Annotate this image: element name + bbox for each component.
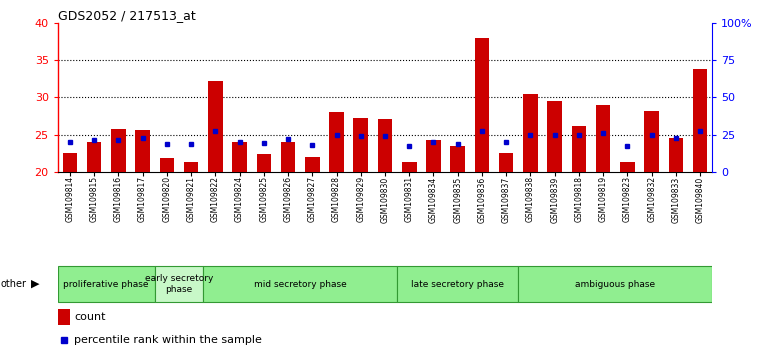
Text: GSM109833: GSM109833 [671, 176, 681, 223]
Text: GSM109837: GSM109837 [502, 176, 511, 223]
Text: GSM109839: GSM109839 [551, 176, 559, 223]
Bar [330, 112, 343, 172]
Bar [58, 266, 155, 302]
Bar [427, 141, 440, 172]
Text: GSM109816: GSM109816 [114, 176, 123, 222]
Text: GSM109821: GSM109821 [186, 176, 196, 222]
Bar [87, 142, 102, 172]
Bar [305, 157, 320, 172]
Text: GSM109824: GSM109824 [235, 176, 244, 222]
Text: GSM109823: GSM109823 [623, 176, 632, 222]
Text: percentile rank within the sample: percentile rank within the sample [74, 335, 262, 346]
Text: GSM109835: GSM109835 [454, 176, 462, 223]
Bar [203, 266, 397, 302]
Bar [668, 138, 683, 172]
Bar [111, 129, 126, 172]
Bar [523, 93, 537, 172]
Bar [378, 119, 392, 172]
Bar [62, 153, 77, 172]
Bar [547, 101, 562, 172]
Text: GSM109832: GSM109832 [647, 176, 656, 222]
Bar [499, 153, 514, 172]
Bar [571, 126, 586, 172]
Text: GSM109836: GSM109836 [477, 176, 487, 223]
Text: GSM109829: GSM109829 [357, 176, 365, 222]
Bar [281, 142, 296, 172]
Text: GSM109818: GSM109818 [574, 176, 584, 222]
Text: count: count [74, 312, 105, 322]
Text: ▶: ▶ [31, 279, 39, 289]
Text: GSM109830: GSM109830 [380, 176, 390, 223]
Text: other: other [1, 279, 27, 289]
Bar [159, 158, 174, 172]
Text: GSM109814: GSM109814 [65, 176, 75, 222]
Bar [402, 162, 417, 172]
Text: GDS2052 / 217513_at: GDS2052 / 217513_at [58, 9, 196, 22]
Bar [233, 142, 247, 172]
Bar [256, 154, 271, 172]
Text: GSM109826: GSM109826 [283, 176, 293, 222]
Text: GSM109831: GSM109831 [405, 176, 413, 222]
Text: GSM109822: GSM109822 [211, 176, 219, 222]
Bar [155, 266, 203, 302]
Bar [208, 81, 223, 172]
Text: GSM109817: GSM109817 [138, 176, 147, 222]
Bar [184, 162, 199, 172]
Text: GSM109825: GSM109825 [259, 176, 268, 222]
Text: GSM109820: GSM109820 [162, 176, 172, 222]
Bar [596, 105, 611, 172]
Text: GSM109819: GSM109819 [598, 176, 608, 222]
Text: early secretory
phase: early secretory phase [145, 274, 213, 294]
Bar [450, 146, 465, 172]
Text: ambiguous phase: ambiguous phase [575, 280, 655, 289]
Bar [474, 38, 489, 172]
Text: GSM109828: GSM109828 [332, 176, 341, 222]
Text: mid secretory phase: mid secretory phase [254, 280, 346, 289]
Text: GSM109834: GSM109834 [429, 176, 438, 223]
Text: GSM109840: GSM109840 [695, 176, 705, 223]
Bar [58, 309, 69, 325]
Text: proliferative phase: proliferative phase [63, 280, 149, 289]
Bar [644, 111, 659, 172]
Text: GSM109827: GSM109827 [308, 176, 316, 222]
Bar [693, 69, 708, 172]
Bar [397, 266, 518, 302]
Text: GSM109838: GSM109838 [526, 176, 535, 222]
Bar [136, 130, 150, 172]
Text: GSM109815: GSM109815 [89, 176, 99, 222]
Bar [518, 266, 712, 302]
Bar [620, 162, 634, 172]
Bar [353, 118, 368, 172]
Text: late secretory phase: late secretory phase [411, 280, 504, 289]
